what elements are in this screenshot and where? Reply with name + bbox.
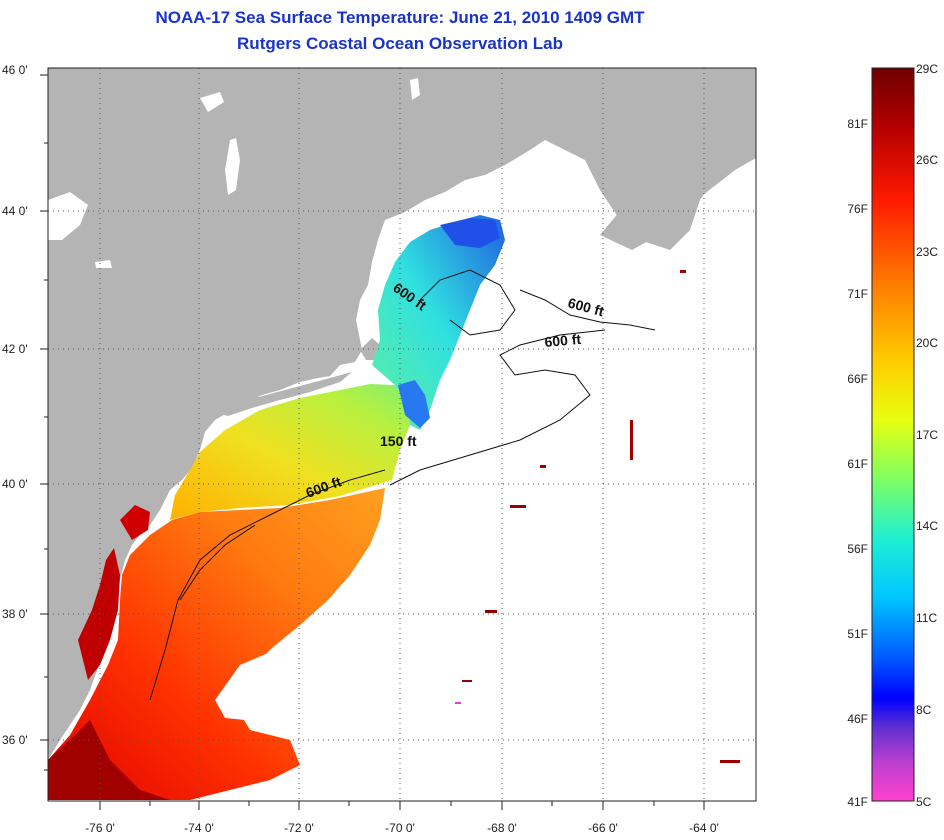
colorbar-f-41: 41F [847, 795, 868, 809]
lat-label-38: 38 0' [2, 607, 28, 621]
bathymetry-contours [149, 269, 656, 701]
contour-label: 600 ft [544, 331, 582, 350]
lake-ontario-edge [48, 192, 88, 240]
map-subtitle: Rutgers Coastal Ocean Observation Lab [237, 34, 563, 53]
contour-line-shelf-inner [179, 524, 256, 601]
contour-line-georges-bank [389, 329, 606, 486]
sst-streak [510, 505, 526, 508]
colorbar-c-20: 20C [916, 336, 938, 350]
sst-streak [540, 465, 546, 468]
lon-label-64: -64 0' [689, 821, 719, 835]
sst-streak [680, 270, 686, 273]
lake-small-2 [410, 78, 420, 100]
colorbar: 29C 26C 23C 20C 17C 14C 11C 8C 5C 81F 76… [847, 62, 938, 809]
colorbar-c-23: 23C [916, 245, 938, 259]
bottom-ticks [99, 801, 705, 810]
contour-line-600-south [149, 469, 386, 701]
lat-label-40: 40 0' [2, 477, 28, 491]
land-mainland [48, 68, 756, 760]
lat-label-42: 42 0' [2, 342, 28, 356]
sst-south-region [48, 488, 385, 800]
lat-label-36: 36 0' [2, 733, 28, 747]
colorbar-c-26: 26C [916, 153, 938, 167]
lon-label-70: -70 0' [385, 821, 415, 835]
lake-small-3 [95, 260, 112, 268]
colorbar-f-66: 66F [847, 372, 868, 386]
left-ticks [40, 74, 48, 771]
lake-small-1 [200, 92, 224, 112]
lon-label-74: -74 0' [184, 821, 214, 835]
map-area [48, 68, 756, 801]
sst-streak [720, 760, 740, 763]
lat-label-44: 44 0' [2, 204, 28, 218]
colorbar-f-81: 81F [847, 117, 868, 131]
lon-label-76: -76 0' [85, 821, 115, 835]
colorbar-f-71: 71F [847, 287, 868, 301]
colorbar-c-17: 17C [916, 428, 938, 442]
lake-champlain [225, 138, 240, 195]
colorbar-f-56: 56F [847, 542, 868, 556]
colorbar-c-5: 5C [916, 795, 932, 809]
latitude-labels: 46 0' 44 0' 42 0' 40 0' 38 0' 36 0' [2, 63, 28, 747]
colorbar-c-8: 8C [916, 703, 932, 717]
sst-streak [462, 680, 472, 682]
sst-cold-patch-shoals [398, 380, 430, 428]
lon-label-72: -72 0' [284, 821, 314, 835]
land-nova-scotia [600, 98, 756, 250]
colorbar-c-14: 14C [916, 519, 938, 533]
longitude-labels: -76 0' -74 0' -72 0' -70 0' -68 0' -66 0… [85, 821, 719, 835]
colorbar-c-29: 29C [916, 62, 938, 76]
contour-line-600-north [519, 289, 656, 331]
colorbar-f-51: 51F [847, 627, 868, 641]
sst-streak [485, 610, 497, 613]
sst-shelf-region [170, 384, 410, 520]
sst-cold-patch-east [440, 218, 500, 248]
colorbar-f-76: 76F [847, 202, 868, 216]
lon-label-66: -66 0' [588, 821, 618, 835]
contour-label: 150 ft [380, 433, 417, 449]
lon-label-68: -68 0' [487, 821, 517, 835]
sst-gulf-of-maine [372, 215, 505, 430]
colorbar-f-46: 46F [847, 712, 868, 726]
map-frame [47, 67, 757, 802]
contour-line-gom [419, 269, 516, 336]
colorbar-f-61: 61F [847, 457, 868, 471]
graticule [48, 68, 756, 801]
lat-label-46: 46 0' [2, 63, 28, 77]
sst-streak [455, 702, 461, 704]
colorbar-gradient [871, 67, 915, 802]
map-title: NOAA-17 Sea Surface Temperature: June 21… [155, 8, 645, 27]
sst-streak [630, 420, 633, 460]
colorbar-c-11: 11C [916, 611, 937, 625]
sst-delaware-bay [120, 505, 150, 540]
cloud-patch-south [215, 650, 320, 720]
land-long-island [212, 372, 352, 416]
